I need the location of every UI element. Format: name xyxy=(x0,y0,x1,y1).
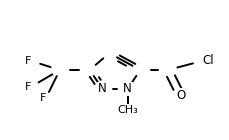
Text: CH₃: CH₃ xyxy=(117,105,137,115)
Text: F: F xyxy=(25,56,31,66)
Text: N: N xyxy=(123,82,131,95)
Text: F: F xyxy=(25,82,31,92)
Text: F: F xyxy=(39,93,46,103)
Text: Cl: Cl xyxy=(202,54,213,67)
Text: N: N xyxy=(98,82,106,95)
Text: O: O xyxy=(175,89,184,102)
